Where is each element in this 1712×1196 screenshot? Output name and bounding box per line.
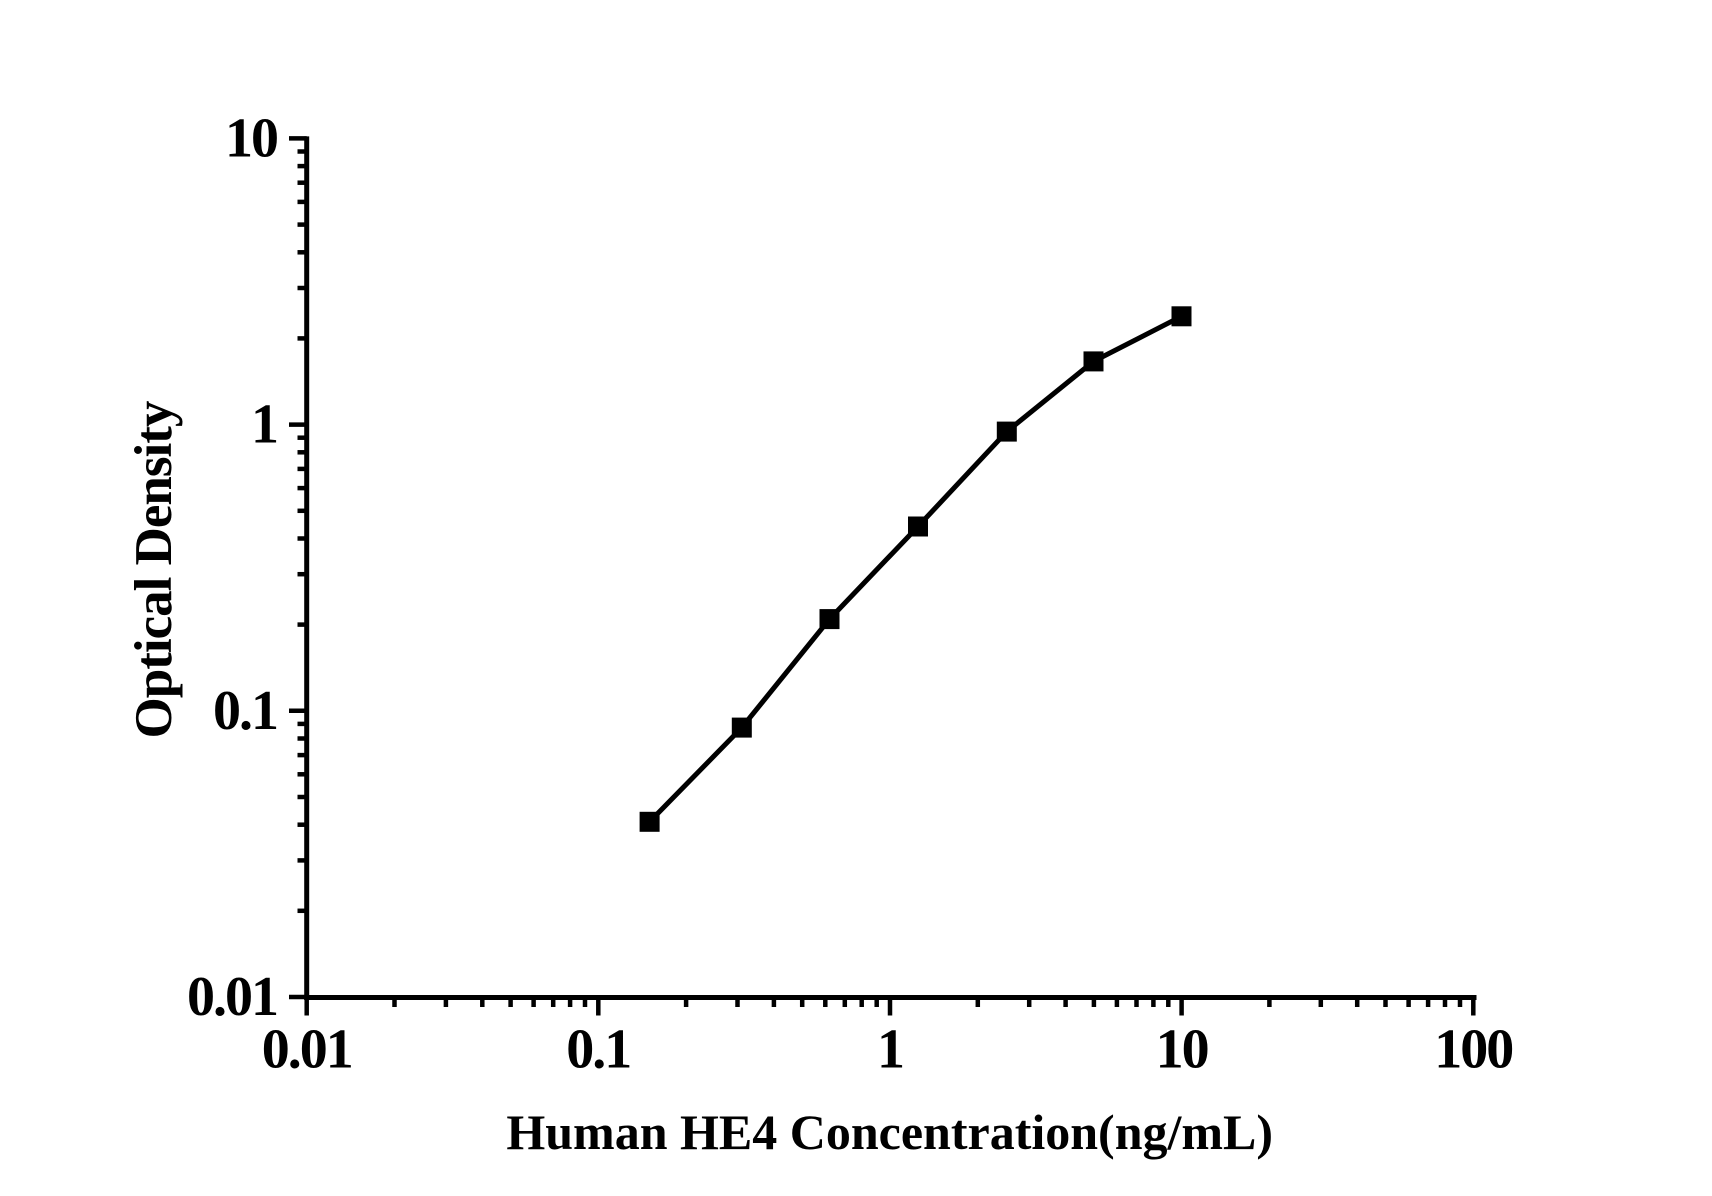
svg-text:Human HE4 Concentration(ng/mL): Human HE4 Concentration(ng/mL) [506,1104,1273,1160]
svg-text:1: 1 [251,394,277,456]
svg-text:0.1: 0.1 [213,680,277,742]
svg-text:Optical Density: Optical Density [125,401,183,738]
svg-text:0.1: 0.1 [566,1019,630,1081]
svg-text:1: 1 [877,1019,903,1081]
svg-text:0.01: 0.01 [262,1019,352,1081]
svg-text:10: 10 [1156,1019,1208,1081]
svg-text:100: 100 [1434,1019,1512,1081]
svg-text:10: 10 [225,107,277,169]
svg-text:0.01: 0.01 [187,966,277,1028]
